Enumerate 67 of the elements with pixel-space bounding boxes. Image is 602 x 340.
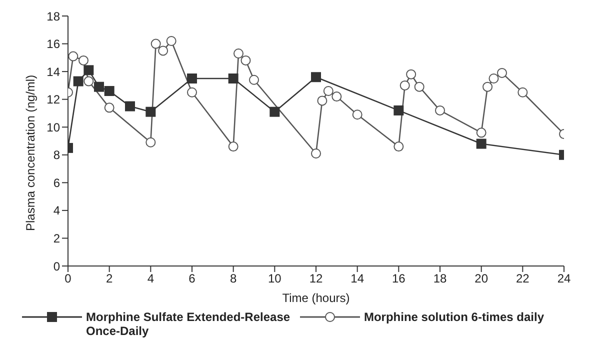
point	[249, 74, 259, 85]
point	[187, 87, 197, 98]
y-tick-label: 4	[53, 204, 60, 218]
point	[332, 92, 342, 102]
point	[323, 86, 334, 96]
x-tick-label: 20	[474, 272, 488, 286]
point	[158, 46, 168, 56]
point	[270, 106, 280, 117]
y-tick-label: 12	[46, 92, 60, 107]
x-tick-label: 6	[188, 272, 196, 286]
point	[228, 74, 238, 84]
point	[78, 55, 88, 66]
point	[476, 128, 486, 138]
y-tick-label: 18	[46, 9, 60, 24]
point	[482, 82, 493, 92]
x-tick-label: 24	[557, 272, 571, 286]
x-axis-title: Time (hours)	[282, 291, 350, 305]
x-tick-label: 16	[392, 272, 406, 286]
point	[166, 36, 176, 46]
point	[317, 96, 328, 106]
y-tick-label: 16	[46, 37, 60, 52]
x-tick-label: 4	[147, 272, 154, 286]
x-tick-label: 18	[433, 272, 447, 286]
x-tick-label: 0	[64, 272, 72, 286]
y-tick-label: 14	[46, 64, 60, 79]
y-tick-label: 2	[53, 231, 60, 246]
point	[187, 74, 197, 84]
point	[125, 101, 135, 112]
point	[234, 48, 244, 58]
point	[488, 74, 499, 84]
y-tick-label: 8	[53, 148, 60, 162]
x-tick-label: 2	[106, 272, 113, 286]
x-tick-label: 22	[516, 272, 530, 286]
point	[228, 142, 238, 152]
point	[146, 137, 156, 148]
point	[394, 105, 404, 116]
point	[476, 138, 486, 149]
point	[94, 82, 104, 92]
point	[394, 142, 404, 152]
y-tick-label: 10	[46, 120, 60, 134]
point	[311, 72, 321, 82]
point	[311, 148, 321, 158]
point	[406, 69, 416, 80]
legend-label: Morphine solution 6-times daily	[364, 310, 544, 324]
point	[435, 105, 445, 116]
x-tick-label: 12	[309, 272, 323, 286]
point	[352, 110, 362, 120]
x-tick-label: 8	[230, 272, 237, 286]
y-axis-title: Plasma concentration (ng/ml)	[23, 74, 38, 231]
x-tick-label: 10	[268, 272, 282, 286]
x-tick-label: 14	[350, 272, 364, 286]
point	[73, 76, 84, 86]
legend-label: Morphine Sulfate Extended-Release Once-Daily	[86, 310, 292, 338]
y-tick-label: 6	[53, 176, 60, 190]
point	[84, 76, 94, 86]
point	[150, 38, 161, 49]
point	[414, 82, 424, 92]
point	[518, 87, 528, 98]
y-tick-label: 0	[53, 259, 60, 274]
point	[104, 86, 114, 96]
point	[400, 80, 410, 90]
point	[104, 102, 114, 113]
point	[68, 51, 78, 62]
point	[84, 65, 94, 76]
point	[240, 55, 251, 66]
point	[146, 106, 156, 117]
point	[497, 68, 507, 78]
